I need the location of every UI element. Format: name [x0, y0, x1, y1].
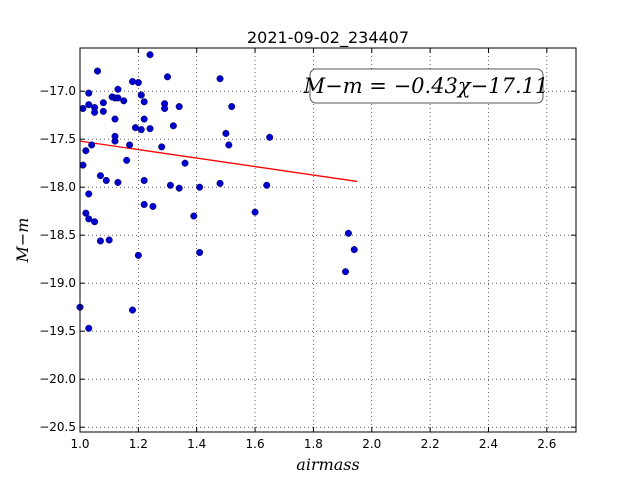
y-axis-label: M−m	[13, 218, 32, 264]
x-axis-label: airmass	[296, 455, 359, 474]
data-point	[134, 79, 142, 87]
x-tick-label: 1.6	[246, 437, 265, 451]
data-point	[228, 103, 236, 111]
data-point	[222, 129, 230, 137]
y-tick-label: −20.5	[39, 420, 76, 434]
data-point	[96, 237, 104, 245]
data-point	[158, 143, 166, 151]
data-points	[76, 51, 358, 332]
data-point	[114, 94, 122, 102]
data-point	[175, 184, 183, 192]
data-point	[225, 141, 233, 149]
x-tick-label: 1.2	[129, 437, 148, 451]
y-tick-label: −20.0	[39, 372, 76, 386]
data-point	[161, 104, 169, 112]
data-point	[129, 78, 137, 86]
annotation-box	[309, 68, 544, 104]
data-point	[342, 268, 350, 276]
data-point	[85, 89, 93, 97]
data-point	[196, 248, 204, 256]
data-point	[102, 176, 110, 184]
data-point	[85, 324, 93, 332]
data-point	[85, 101, 93, 109]
data-point	[146, 125, 154, 133]
chart-title: 2021-09-02_234407	[247, 28, 409, 48]
data-point	[140, 200, 148, 208]
annotation-text: M−m = −0.43χ−17.11	[303, 74, 549, 98]
data-point	[79, 161, 87, 169]
data-point	[137, 126, 145, 134]
data-point	[350, 246, 358, 254]
x-tick-label: 1.0	[70, 437, 89, 451]
y-tick-label: −17.5	[39, 132, 76, 146]
data-point	[85, 215, 93, 223]
data-point	[131, 124, 139, 132]
y-tick-label: −19.0	[39, 276, 76, 290]
data-point	[134, 251, 142, 259]
data-point	[216, 75, 224, 83]
data-point	[82, 209, 90, 217]
data-point	[111, 132, 119, 140]
data-point	[94, 67, 102, 75]
grid	[79, 48, 576, 432]
data-point	[190, 212, 198, 220]
plot-frame	[79, 47, 577, 433]
data-point	[146, 51, 154, 59]
data-point	[85, 190, 93, 198]
data-point	[91, 218, 99, 226]
data-point	[137, 91, 145, 99]
data-point	[82, 147, 90, 155]
data-point	[164, 73, 172, 81]
data-point	[111, 115, 119, 123]
data-point	[91, 108, 99, 116]
y-tick-label: −17.0	[39, 84, 76, 98]
data-point	[114, 178, 122, 186]
data-point	[99, 107, 107, 115]
x-tick-label: 2.6	[537, 437, 556, 451]
axis-ticks: 1.0 1.2 1.4 1.6 1.8 2.0 2.2 2.4 2.6 −17.0 −17.5 −18…	[39, 48, 576, 451]
data-point	[120, 97, 128, 105]
data-point	[114, 85, 122, 93]
fit-annotation: M−m = −0.43χ−17.11	[303, 68, 549, 104]
data-point	[126, 141, 134, 149]
y-tick-label: −18.5	[39, 228, 76, 242]
y-tick-label: −19.5	[39, 324, 76, 338]
data-point	[216, 179, 224, 187]
data-point	[149, 202, 157, 210]
data-point	[169, 122, 177, 130]
data-point	[175, 103, 183, 111]
x-tick-label: 2.2	[421, 437, 440, 451]
x-tick-label: 2.0	[362, 437, 381, 451]
data-point	[140, 115, 148, 123]
data-point	[96, 172, 104, 180]
data-point	[166, 181, 174, 189]
y-tick-label: −18.0	[39, 180, 76, 194]
fit-line-group	[79, 140, 358, 183]
x-tick-label: 2.4	[479, 437, 498, 451]
x-tick-label: 1.4	[187, 437, 206, 451]
data-point	[129, 306, 137, 314]
data-point	[196, 183, 204, 191]
data-point	[251, 208, 259, 216]
data-point	[181, 159, 189, 167]
x-tick-label: 1.8	[304, 437, 323, 451]
data-point	[263, 181, 271, 189]
data-point	[88, 141, 96, 149]
data-point	[140, 98, 148, 106]
data-point	[344, 229, 352, 237]
data-point	[79, 104, 87, 112]
data-point	[123, 156, 131, 164]
data-point	[105, 236, 113, 244]
data-point	[140, 176, 148, 184]
fit-line	[79, 140, 358, 183]
data-point	[266, 133, 274, 141]
data-point	[99, 99, 107, 107]
